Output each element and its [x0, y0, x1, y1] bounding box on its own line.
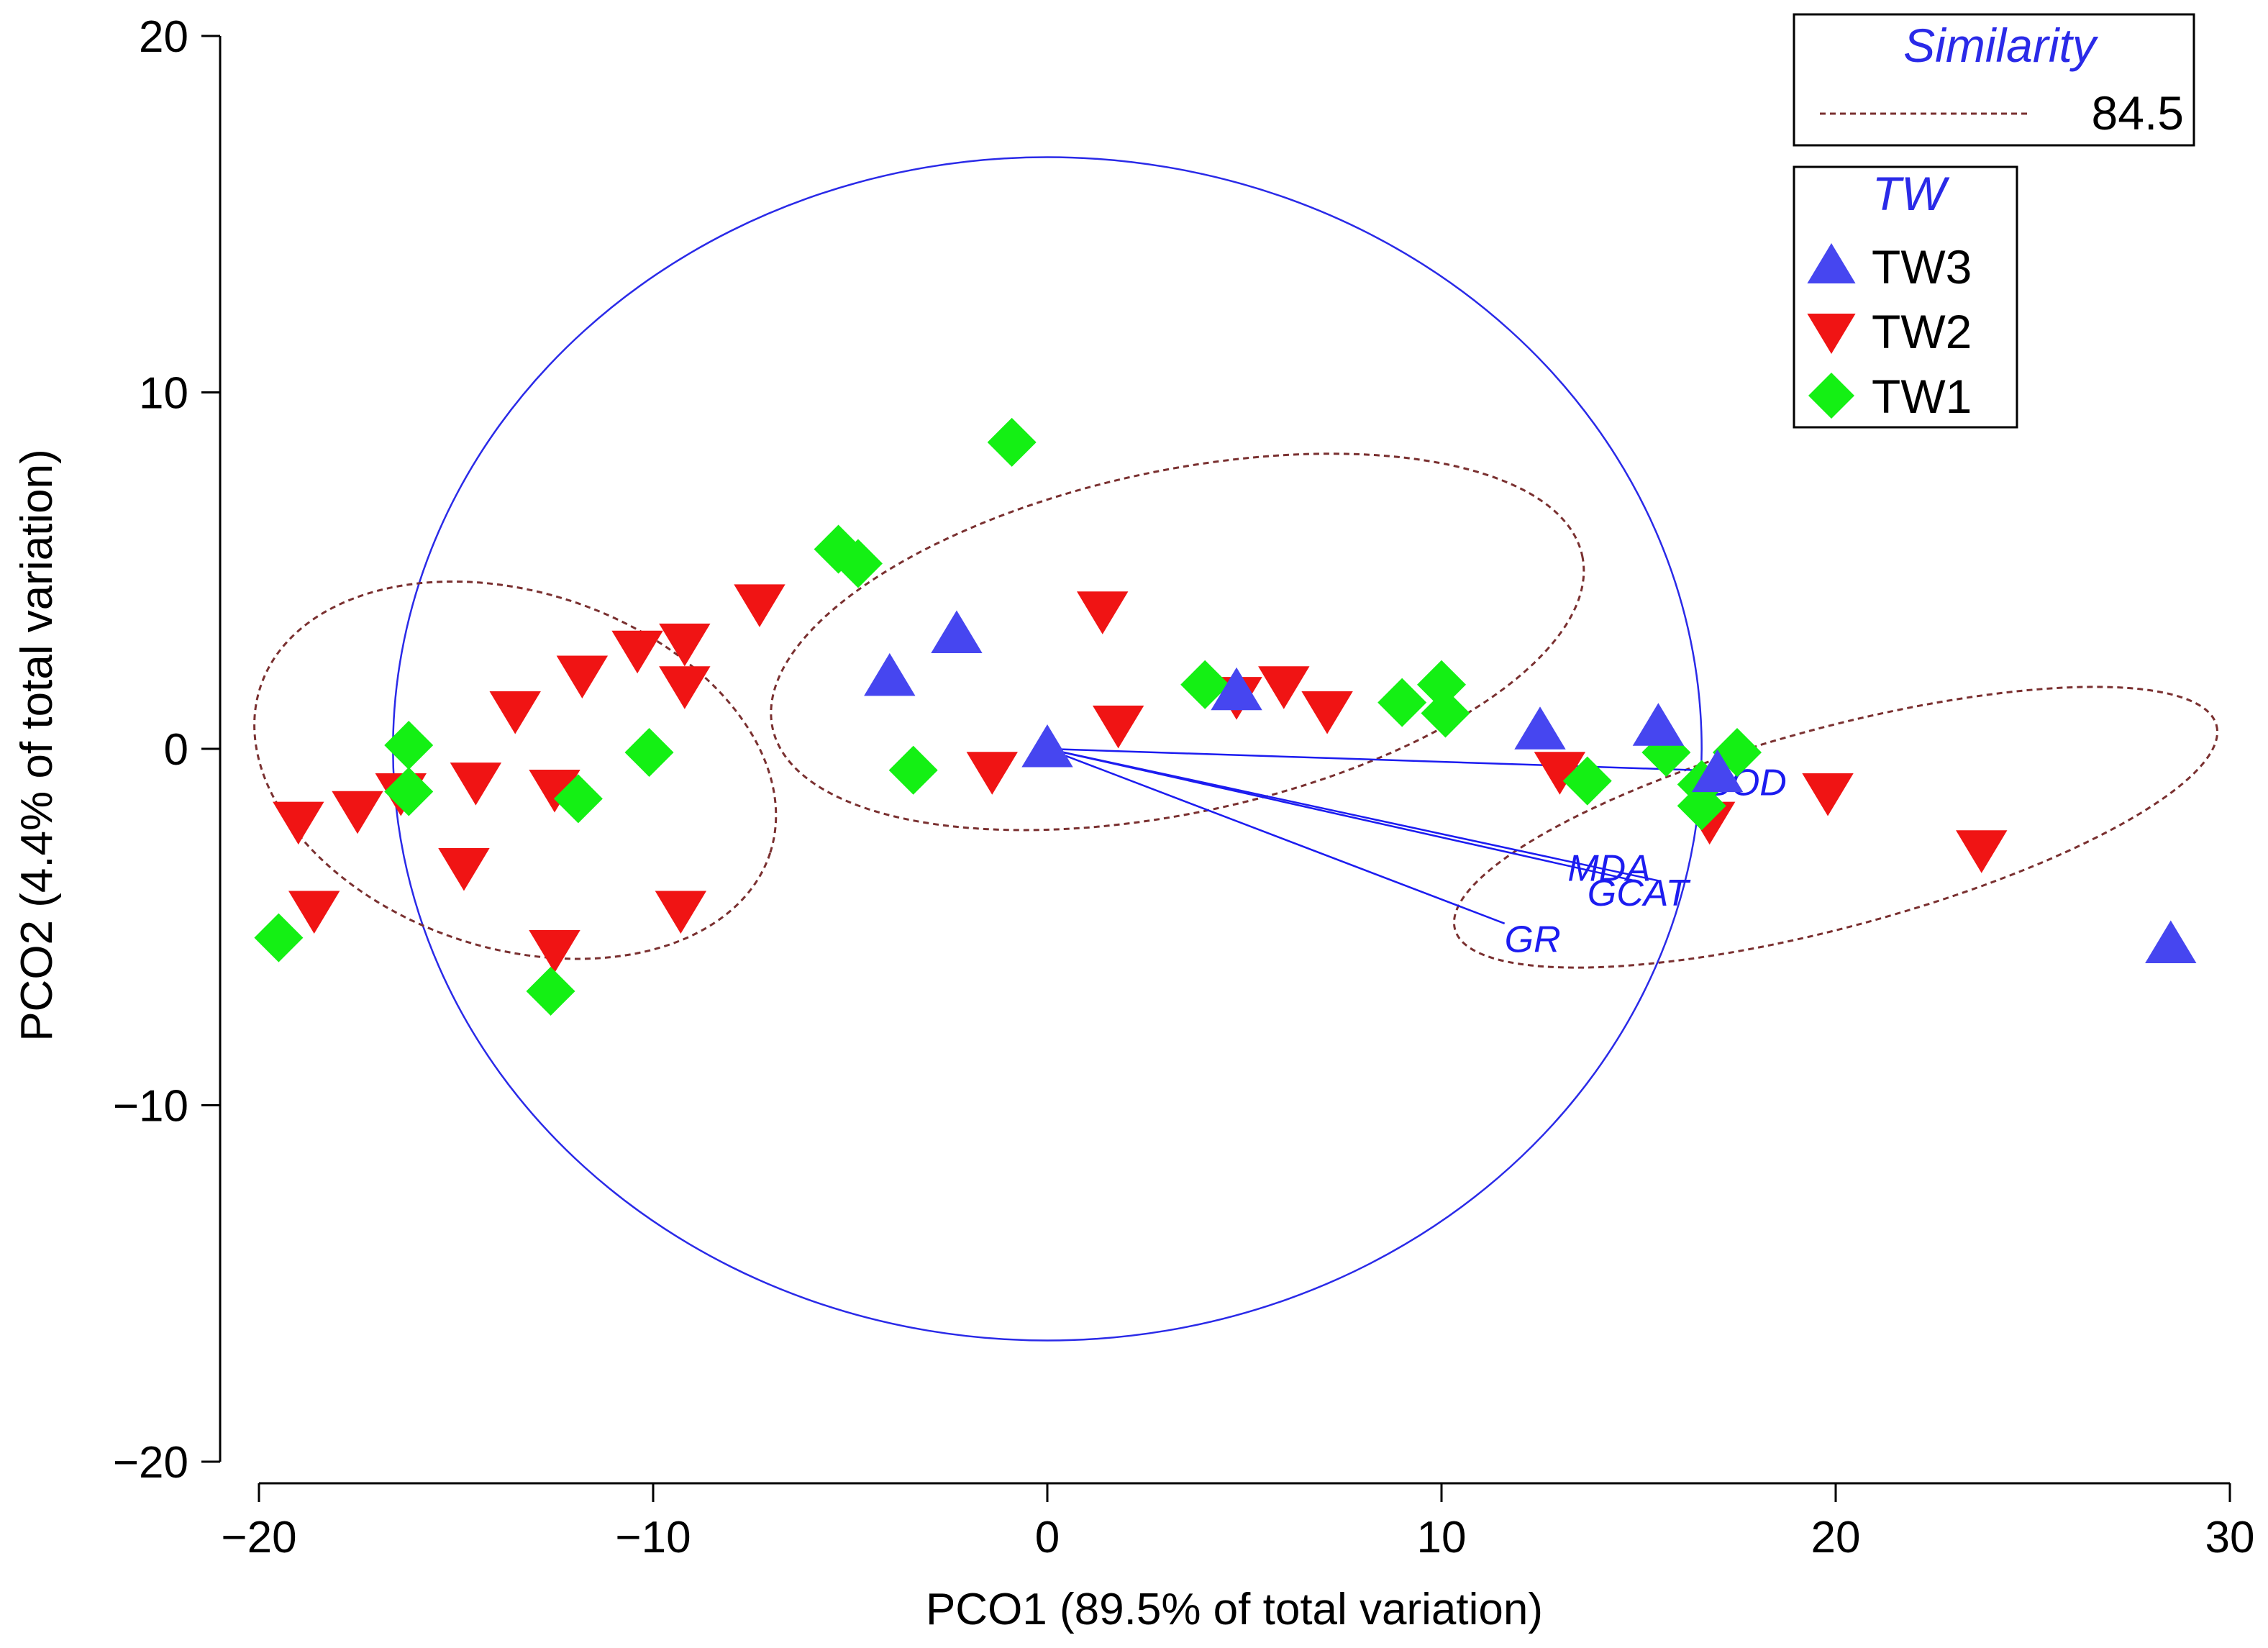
data-point-tw1 [384, 721, 434, 770]
vector-line [1047, 747, 1635, 882]
similarity-legend-value: 84.5 [2092, 86, 2184, 140]
data-point-tw1 [1562, 756, 1612, 806]
data-point-tw3 [1632, 703, 1685, 746]
legend-label-tw3: TW3 [1872, 240, 1972, 293]
data-point-tw2 [659, 623, 711, 667]
data-point-tw2 [1802, 773, 1854, 816]
data-point-tw2 [734, 584, 785, 627]
legend-label-tw1: TW1 [1872, 370, 1972, 423]
data-point-tw3 [864, 652, 916, 696]
data-point-tw2 [1077, 591, 1129, 634]
y-tick-label: −20 [113, 1438, 188, 1488]
group-legend-title: TW [1872, 167, 1950, 220]
data-point-tw2 [556, 655, 609, 698]
similarity-legend: Similarity 84.5 [1793, 13, 2195, 147]
data-point-tw2 [1534, 752, 1586, 795]
data-point-tw2 [966, 752, 1018, 795]
data-point-tw3 [1514, 706, 1566, 750]
data-point-tw2 [489, 691, 541, 734]
y-axis: −20 −10 0 10 20 [113, 12, 222, 1488]
x-tick-label: 30 [2205, 1513, 2255, 1562]
vector-label: MDA [1567, 847, 1651, 889]
data-point-tw3 [1691, 749, 1744, 793]
data-point-tw2 [288, 891, 340, 934]
data-point-tw1 [254, 913, 304, 962]
data-point-tw1 [384, 767, 434, 816]
x-tick-label: 10 [1417, 1513, 1467, 1562]
data-point-tw2 [529, 929, 580, 973]
y-axis-title: PCO2 (4.4% of total variation) [12, 449, 62, 1042]
vector-label: GR [1505, 919, 1561, 960]
data-point-tw1 [888, 745, 938, 795]
x-tick-label: 0 [1035, 1513, 1060, 1562]
legend-marker-tw3 [1807, 243, 1856, 283]
data-point-tw3 [1211, 667, 1262, 711]
y-tick-label: 10 [139, 369, 188, 419]
y-tick-label: −10 [113, 1082, 188, 1132]
data-point-tw3 [1021, 724, 1073, 768]
data-point-tw1 [1641, 727, 1691, 777]
y-tick-label: 0 [164, 725, 188, 775]
data-point-tw1 [1417, 660, 1466, 709]
similarity-ellipse [253, 580, 778, 960]
data-point-tw3 [931, 610, 983, 653]
vector-line [1047, 747, 1698, 771]
similarity-ellipse [1452, 686, 2219, 969]
data-point-tw2 [1092, 705, 1144, 749]
x-tick-label: 20 [1811, 1513, 1861, 1562]
data-point-tw1 [624, 727, 674, 777]
data-point-tw2 [529, 770, 580, 813]
group-legend: TW TW3 TW2 TW1 [1793, 165, 2018, 429]
data-point-tw3 [2145, 920, 2197, 964]
data-point-tw1 [1677, 781, 1726, 831]
vector-line [1047, 747, 1506, 924]
data-point-tw2 [655, 891, 707, 934]
data-point-tw1 [1421, 688, 1470, 738]
data-point-tw1 [553, 774, 603, 824]
legend-label-tw2: TW2 [1872, 305, 1972, 358]
data-point-tw1 [526, 966, 575, 1016]
y-tick-label: 20 [139, 12, 188, 62]
data-point-tw2 [1956, 830, 2008, 873]
data-point-tw2 [332, 791, 383, 834]
data-point-tw2 [438, 848, 490, 891]
similarity-legend-title: Similarity [1903, 19, 2099, 72]
x-axis: −20 −10 0 10 20 30 [221, 1482, 2255, 1562]
data-point-tw2 [450, 762, 502, 806]
vector-label: GCAT [1588, 873, 1691, 914]
x-tick-label: −10 [615, 1513, 691, 1562]
data-point-tw1 [833, 539, 883, 588]
data-point-tw1 [1377, 678, 1427, 727]
data-point-tw2 [611, 630, 663, 674]
data-point-tw2 [1258, 666, 1310, 709]
data-points [254, 417, 2197, 1016]
similarity-ellipse [770, 452, 1585, 832]
data-point-tw2 [659, 666, 711, 709]
legend-marker-tw1 [1808, 373, 1854, 419]
data-point-tw2 [1301, 691, 1353, 734]
legend-marker-tw2 [1807, 314, 1856, 354]
x-tick-label: −20 [221, 1513, 296, 1562]
data-point-tw1 [1180, 660, 1230, 709]
data-point-tw2 [273, 801, 324, 845]
data-point-tw1 [987, 417, 1037, 467]
x-axis-title: PCO1 (89.5% of total variation) [926, 1585, 1543, 1634]
